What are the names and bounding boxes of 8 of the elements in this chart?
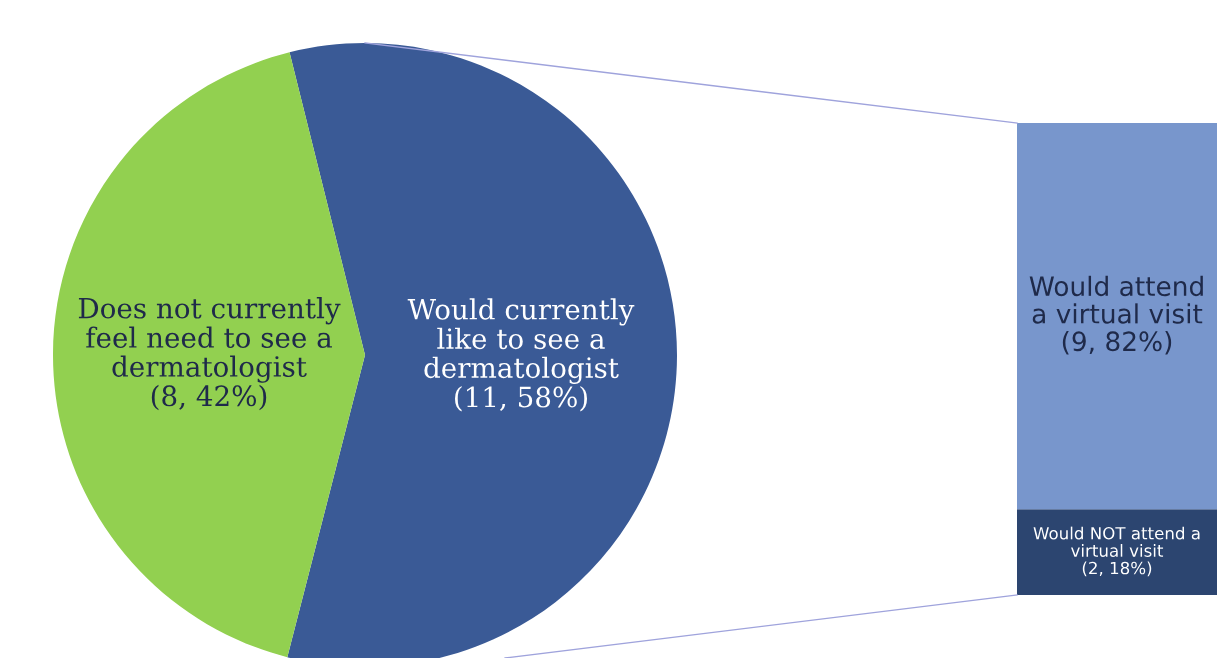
data-label: (2, 18%) [1082,561,1152,577]
series-label: Would attend a virtual visit [1029,275,1203,324]
series-label: Would NOT attend a virtual visit [1033,526,1200,557]
data-label: (11, 58%) [454,386,588,412]
data-label: (9, 82%) [1062,330,1172,355]
slice-label: Would currently like to see a dermatologist [407,298,635,384]
data-label: (8, 42%) [151,384,267,411]
slice-label: Does not currently feel need to see a dermatologist [78,297,341,383]
